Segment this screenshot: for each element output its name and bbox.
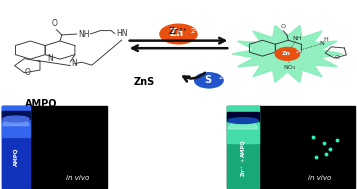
Text: N: N bbox=[319, 41, 324, 46]
Text: AMPQ: AMPQ bbox=[25, 98, 57, 108]
Text: AMPQ: AMPQ bbox=[14, 148, 19, 166]
Text: N: N bbox=[71, 59, 77, 68]
Text: HN: HN bbox=[116, 29, 127, 38]
Text: +: + bbox=[241, 158, 246, 162]
Text: in vivo: in vivo bbox=[66, 175, 89, 181]
Text: Zn: Zn bbox=[281, 51, 291, 56]
Text: 2+: 2+ bbox=[190, 28, 201, 34]
Text: 2+: 2+ bbox=[295, 49, 302, 54]
Circle shape bbox=[160, 24, 197, 44]
Ellipse shape bbox=[3, 116, 29, 122]
Text: in vivo: in vivo bbox=[308, 175, 331, 181]
Wedge shape bbox=[228, 121, 258, 129]
Text: ZnS: ZnS bbox=[134, 77, 155, 87]
Bar bbox=[227, 106, 355, 188]
Text: Zn: Zn bbox=[170, 28, 184, 38]
Text: O: O bbox=[25, 67, 31, 77]
Text: NH: NH bbox=[293, 36, 302, 41]
Text: 2⁻: 2⁻ bbox=[219, 74, 227, 80]
Wedge shape bbox=[3, 119, 29, 125]
Circle shape bbox=[275, 47, 300, 60]
Text: Zn²⁺: Zn²⁺ bbox=[169, 27, 188, 36]
Text: S: S bbox=[204, 75, 211, 85]
Text: NH: NH bbox=[78, 29, 90, 39]
Bar bbox=[227, 112, 260, 121]
Text: O: O bbox=[52, 19, 57, 28]
Bar bbox=[2, 106, 107, 188]
Text: Zn²⁺: Zn²⁺ bbox=[241, 164, 246, 176]
Ellipse shape bbox=[228, 118, 258, 124]
Text: O: O bbox=[335, 55, 340, 60]
Text: N: N bbox=[278, 53, 282, 58]
Bar bbox=[227, 106, 260, 188]
Bar bbox=[2, 106, 30, 137]
Bar bbox=[2, 111, 30, 119]
Bar bbox=[227, 106, 260, 143]
Text: N: N bbox=[48, 54, 54, 63]
Bar bbox=[2, 106, 30, 188]
Polygon shape bbox=[232, 25, 343, 82]
Circle shape bbox=[195, 73, 223, 88]
Text: H: H bbox=[323, 37, 328, 42]
Text: NO₃: NO₃ bbox=[283, 65, 295, 70]
Text: AMPQ: AMPQ bbox=[241, 140, 246, 157]
Text: O: O bbox=[281, 24, 286, 29]
